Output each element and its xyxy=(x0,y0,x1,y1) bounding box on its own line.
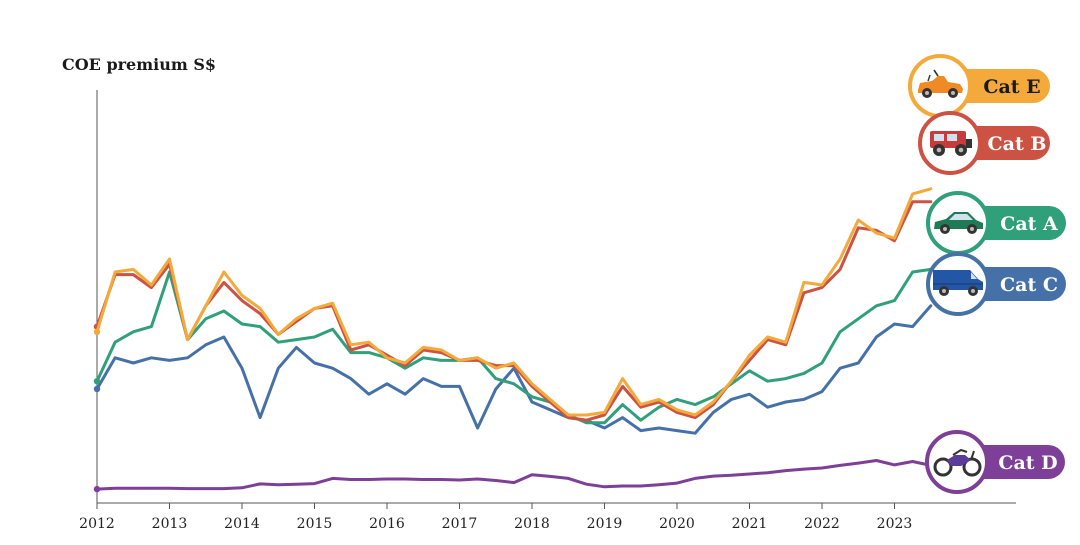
y-axis-title: COE premium S$ xyxy=(62,55,217,74)
convertible-car-icon xyxy=(918,69,963,98)
legend-badge-cat-a: Cat A xyxy=(926,191,1066,255)
badge-label: Cat D xyxy=(998,452,1057,474)
legend-badge-cat-d: Cat D xyxy=(925,430,1065,494)
series-line-cat-b xyxy=(95,200,933,422)
series-line-cat-e xyxy=(95,187,933,417)
delivery-van-icon xyxy=(933,270,983,296)
series-line-cat-c xyxy=(95,304,933,435)
motorcycle-icon xyxy=(933,448,982,477)
sedan-car-icon xyxy=(934,212,983,234)
x-tick-label: 2021 xyxy=(732,516,768,532)
badge-label: Cat B xyxy=(988,133,1047,155)
series-lines xyxy=(93,187,933,493)
legend-badge-cat-e: Cat E xyxy=(908,54,1050,118)
x-tick-label: 2017 xyxy=(442,516,478,532)
x-tick-label: 2014 xyxy=(224,516,260,532)
series-start-point xyxy=(93,385,101,393)
series-start-point xyxy=(93,378,101,385)
x-tick-label: 2018 xyxy=(514,516,550,532)
badge-label: Cat A xyxy=(1000,213,1058,235)
x-tick-label: 2022 xyxy=(804,516,840,532)
legend-badge-cat-b: Cat B xyxy=(918,111,1050,175)
x-tick-label: 2023 xyxy=(877,516,913,532)
x-tick-label: 2013 xyxy=(152,516,188,532)
badge-label: Cat C xyxy=(1000,274,1058,296)
axes: 2012 2013 2014 2015 2016 2017 2018 2019 2020 2021… xyxy=(79,90,1016,532)
x-tick-label: 2015 xyxy=(297,516,333,532)
legend-badge-cat-c: Cat C xyxy=(926,252,1066,316)
x-tick-label: 2020 xyxy=(659,516,695,532)
jeep-suv-icon xyxy=(930,131,972,156)
x-tick-label: 2016 xyxy=(369,516,405,532)
x-tick-label: 2019 xyxy=(587,516,623,532)
badge-label: Cat E xyxy=(983,76,1040,98)
series-start-point xyxy=(93,485,101,493)
series-line-cat-d xyxy=(95,459,933,491)
x-tick-label: 2012 xyxy=(79,516,115,532)
series-line-cat-a xyxy=(95,267,933,425)
series-start-point xyxy=(93,328,101,335)
legend-badges: Cat E Cat B Cat A Cat C Cat D xyxy=(908,54,1066,494)
